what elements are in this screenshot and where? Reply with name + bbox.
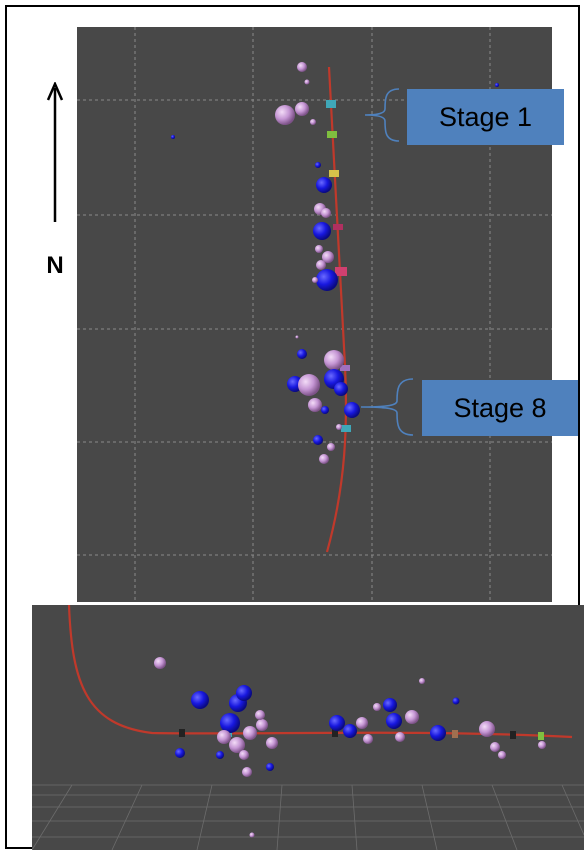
side-view-background (32, 605, 584, 850)
stage-1-callout: Stage 1 (407, 89, 564, 145)
wellbore-trajectory-plan (325, 66, 348, 553)
north-label: N (46, 252, 64, 279)
microseismic-events-side (154, 657, 546, 838)
side-view-floor-grid (32, 784, 584, 850)
stage-markers-plan (326, 100, 351, 432)
north-arrow-icon (46, 82, 64, 222)
stage-8-brace (360, 378, 414, 436)
microseismic-events-plan (171, 62, 499, 464)
stage-1-brace (364, 88, 400, 142)
figure-frame: N Stage 1 Stage 8 (5, 5, 584, 850)
wellbore-trajectory-side (67, 605, 573, 739)
side-view-panel (32, 605, 584, 850)
plan-view-grid (77, 27, 552, 602)
north-indicator: N (35, 82, 75, 282)
stage-8-callout: Stage 8 (422, 380, 578, 436)
